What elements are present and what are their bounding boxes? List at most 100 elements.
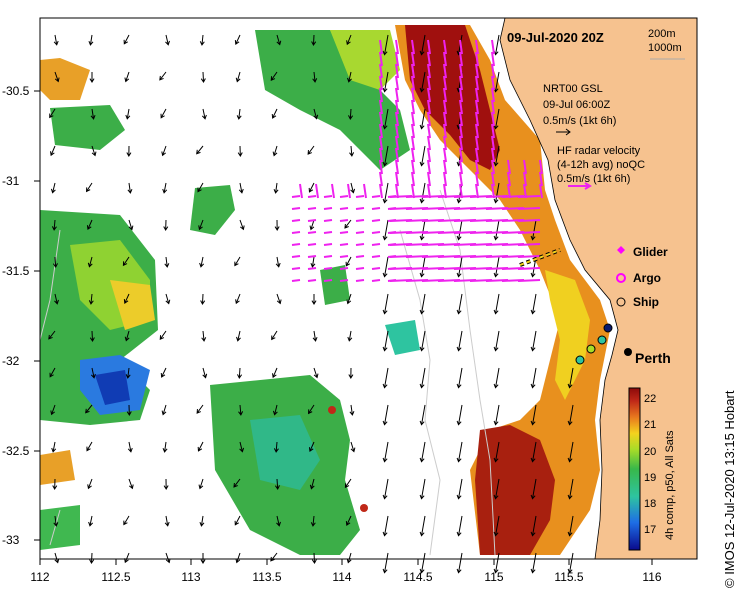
current-arrow xyxy=(198,219,204,231)
current-arrow xyxy=(124,330,130,342)
radar-vector xyxy=(395,87,399,103)
radar-vector xyxy=(491,75,495,91)
current-arrow xyxy=(88,293,94,305)
current-arrow xyxy=(349,404,355,416)
current-arrow xyxy=(270,552,278,562)
current-arrow xyxy=(493,182,500,204)
radar-vector xyxy=(523,171,527,187)
radar-vector xyxy=(475,87,479,103)
current-arrow xyxy=(233,478,241,488)
radar-vector xyxy=(323,231,333,234)
radar-vector xyxy=(323,207,333,210)
current-arrow xyxy=(164,515,170,527)
current-arrow xyxy=(125,367,131,379)
current-arrow xyxy=(309,478,315,490)
current-arrow xyxy=(350,441,356,453)
radar-vector xyxy=(395,123,399,139)
radar-vector xyxy=(355,279,365,282)
radar-vector xyxy=(475,51,479,67)
current-arrow xyxy=(530,219,537,241)
radar-vector xyxy=(307,231,317,234)
radar-vector xyxy=(323,219,333,222)
radar-vector xyxy=(371,243,381,246)
current-arrow xyxy=(382,34,389,56)
current-arrow xyxy=(234,34,241,45)
radar-vector xyxy=(379,159,383,175)
current-arrow xyxy=(161,404,167,416)
current-arrow xyxy=(309,219,315,231)
current-arrow xyxy=(202,367,208,379)
model-label-2: 09-Jul 06:00Z xyxy=(543,99,611,111)
current-arrow xyxy=(86,219,93,231)
radar-vector xyxy=(339,207,349,210)
current-arrow xyxy=(567,478,574,500)
radar-vector xyxy=(355,219,365,222)
lon-tick: 112 xyxy=(30,570,50,584)
legend-symbols xyxy=(616,246,626,307)
glider-track xyxy=(519,248,561,267)
current-arrow xyxy=(87,478,93,490)
current-arrow xyxy=(456,256,463,278)
current-arrow xyxy=(419,478,426,500)
radar-vector xyxy=(411,171,415,187)
current-arrow xyxy=(165,293,171,305)
radar-vector xyxy=(339,231,349,234)
current-arrow xyxy=(382,441,389,463)
radar-vector xyxy=(517,243,541,246)
lon-tick: 113.5 xyxy=(252,570,282,584)
current-arrow xyxy=(50,404,56,416)
current-arrow xyxy=(313,367,319,379)
current-arrow xyxy=(346,293,352,305)
legend-glider: Glider xyxy=(633,245,668,259)
current-arrow xyxy=(310,256,316,268)
current-arrow xyxy=(162,441,168,453)
radar-vector xyxy=(411,75,415,91)
radar-vector xyxy=(491,39,495,55)
current-arrow xyxy=(271,330,278,341)
radar-vector xyxy=(459,75,463,91)
radar-vector xyxy=(355,267,365,270)
current-arrow xyxy=(493,515,500,537)
current-arrow xyxy=(419,330,426,352)
radar-vector xyxy=(491,135,495,151)
current-arrow xyxy=(50,145,56,157)
current-arrow xyxy=(49,108,56,119)
current-arrow xyxy=(275,256,281,268)
current-arrow xyxy=(530,478,537,500)
radar-vector xyxy=(427,135,431,151)
radar-vector xyxy=(443,111,447,127)
current-arrow xyxy=(493,552,500,574)
radar-vector xyxy=(371,231,381,234)
current-arrow xyxy=(567,404,574,426)
current-arrow xyxy=(493,219,500,241)
current-arrow xyxy=(199,34,205,46)
radar-label-2: (4-12h avg) noQC xyxy=(557,159,646,171)
radar-vector xyxy=(299,183,303,199)
current-arrow xyxy=(276,293,282,305)
current-arrow xyxy=(238,182,244,194)
radar-vector xyxy=(443,123,447,139)
radar-vector xyxy=(459,159,463,175)
radar-vector xyxy=(355,195,365,198)
radar-vector xyxy=(411,87,415,103)
current-arrow xyxy=(199,515,205,527)
current-arrow xyxy=(456,293,463,315)
radar-vector xyxy=(379,39,383,55)
current-arrow xyxy=(274,219,280,231)
radar-vector xyxy=(371,267,381,270)
radar-vector xyxy=(427,147,431,163)
current-arrow xyxy=(126,145,132,157)
current-arrow xyxy=(308,404,315,415)
radar-vector xyxy=(411,159,415,175)
current-arrow xyxy=(87,256,93,268)
current-arrow xyxy=(382,256,389,278)
current-arrow xyxy=(235,552,241,564)
radar-vector xyxy=(339,195,349,198)
radar-vector xyxy=(427,51,431,67)
current-arrow xyxy=(128,219,134,231)
current-arrow xyxy=(124,71,130,83)
radar-vector xyxy=(539,171,543,187)
radar-vector xyxy=(395,135,399,151)
lon-tick: 115 xyxy=(484,570,504,584)
